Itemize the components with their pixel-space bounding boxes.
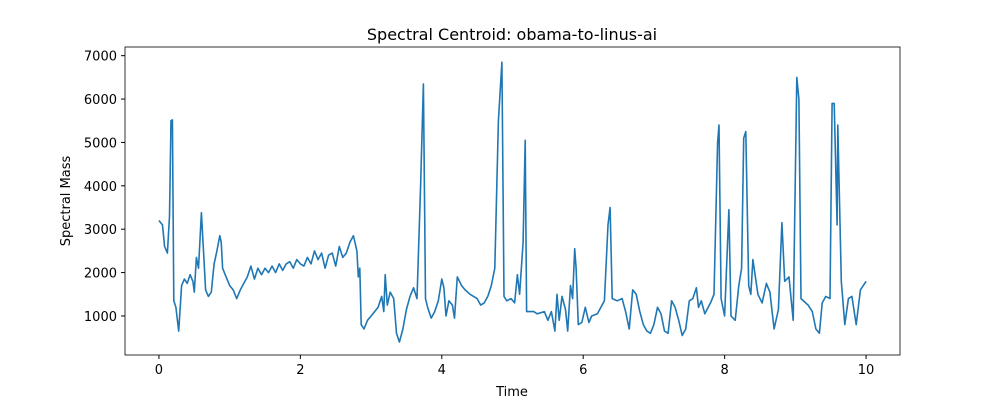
- x-tick-label: 4: [438, 363, 446, 378]
- y-tick-label: 4000: [84, 180, 117, 195]
- data-line: [158, 61, 867, 343]
- chart-title: Spectral Centroid: obama-to-linus-ai: [367, 25, 657, 44]
- y-tick-label: 2000: [84, 267, 117, 282]
- x-tick-label: 2: [296, 363, 304, 378]
- x-tick-label: 10: [858, 363, 875, 378]
- x-tick-label: 6: [579, 363, 587, 378]
- y-tick-label: 5000: [84, 136, 117, 151]
- y-tick-label: 3000: [84, 223, 117, 238]
- plot-frame: [124, 46, 901, 356]
- x-axis-label: Time: [495, 385, 528, 400]
- x-tick-label: 8: [720, 363, 728, 378]
- y-tick-label: 1000: [84, 310, 117, 325]
- y-tick-label: 7000: [84, 50, 117, 65]
- y-axis-label: Spectral Mass: [59, 156, 74, 247]
- x-tick-label: 0: [155, 363, 163, 378]
- y-tick-label: 6000: [84, 93, 117, 108]
